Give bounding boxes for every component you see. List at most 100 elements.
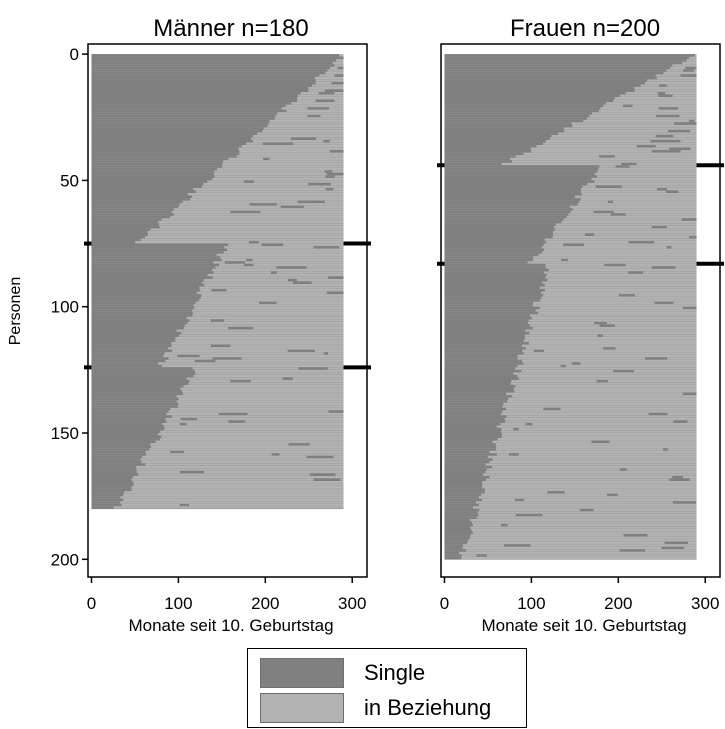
sequence-row-single (444, 364, 518, 368)
sequence-row-single (444, 483, 483, 487)
sequence-row-episode (613, 369, 634, 373)
sequence-row-relationship (91, 503, 344, 507)
sequence-row-relationship (444, 132, 697, 135)
sequence-row-relationship (444, 430, 697, 434)
sequence-row-relationship (444, 455, 697, 459)
sequence-row-single (91, 430, 161, 434)
sequence-row-relationship (444, 481, 697, 484)
sequence-row-relationship (91, 349, 344, 353)
sequence-row-single (444, 440, 493, 444)
sequence-row-single (444, 410, 503, 413)
sequence-row-single (91, 251, 224, 254)
sequence-row-episode (263, 157, 270, 161)
sequence-row-relationship (444, 127, 697, 130)
sequence-row-single (444, 501, 477, 504)
sequence-row-relationship (91, 342, 344, 345)
sequence-row-relationship (91, 382, 344, 386)
sequence-rows (444, 54, 697, 560)
y-tick-label: 100 (51, 298, 79, 317)
sequence-row-single (444, 329, 526, 333)
sequence-row-episode (292, 281, 312, 285)
sequence-row-episode (280, 205, 305, 209)
sequence-row-single (91, 150, 240, 153)
sequence-row-relationship (444, 324, 697, 327)
sequence-row-single (91, 213, 174, 216)
sequence-row-episode (228, 326, 254, 330)
sequence-row-relationship (444, 513, 697, 517)
sequence-row-single (444, 117, 587, 120)
sequence-row-relationship (444, 145, 697, 148)
sequence-row-relationship (444, 301, 697, 305)
sequence-row-single (444, 475, 490, 479)
sequence-row-relationship (444, 433, 697, 436)
sequence-row-episode (230, 210, 261, 214)
sequence-row-relationship (91, 359, 344, 363)
sequence-row-relationship (444, 453, 697, 456)
sequence-row-episode (650, 139, 681, 143)
sequence-row-single (444, 412, 502, 416)
sequence-row-single (91, 415, 172, 418)
sequence-row-relationship (91, 377, 344, 381)
sequence-row-relationship (444, 281, 697, 285)
sequence-row-relationship (91, 182, 344, 186)
sequence-row-single (91, 402, 179, 406)
sequence-row-single (91, 463, 146, 466)
sequence-row-relationship (91, 185, 344, 189)
sequence-row-relationship (444, 458, 697, 461)
sequence-row-relationship (91, 326, 344, 330)
sequence-row-episode (170, 450, 184, 454)
sequence-row-single (444, 402, 504, 406)
sequence-row-episode (513, 427, 519, 431)
sequence-row-relationship (444, 390, 697, 393)
sequence-row-relationship (444, 407, 697, 411)
sequence-row-single (91, 268, 212, 272)
sequence-row-single (91, 241, 136, 244)
sequence-row-relationship (444, 385, 697, 388)
sequence-row-relationship (91, 205, 344, 209)
sequence-row-relationship (91, 367, 344, 370)
sequence-row-episode (324, 170, 333, 173)
sequence-row-episode (560, 364, 566, 368)
sequence-row-episode (525, 422, 533, 426)
sequence-row-single (91, 253, 217, 257)
sequence-row-relationship (91, 276, 344, 279)
sequence-row-single (444, 129, 565, 133)
x-tick-label: 0 (440, 594, 449, 613)
sequence-row-single (444, 185, 583, 189)
sequence-row-single (444, 86, 635, 90)
sequence-row-relationship (444, 147, 697, 151)
sequence-row-single (444, 180, 595, 183)
sequence-row-single (91, 304, 194, 307)
sequence-row-single (91, 200, 183, 204)
sequence-row-relationship (91, 387, 344, 391)
sequence-row-single (444, 99, 614, 103)
sequence-row-single (91, 102, 292, 105)
sequence-row-episode (337, 66, 344, 70)
sequence-row-single (444, 362, 524, 365)
sequence-row-relationship (444, 309, 697, 312)
sequence-row-single (91, 124, 268, 128)
sequence-row-single (444, 218, 564, 221)
sequence-row-single (91, 374, 194, 378)
sequence-row-single (91, 410, 169, 413)
sequence-row-episode (514, 498, 524, 502)
sequence-row-relationship (91, 301, 344, 305)
sequence-row-single (444, 534, 471, 537)
sequence-row-episode (619, 549, 646, 552)
sequence-row-single (91, 165, 222, 168)
sequence-row-single (91, 97, 298, 100)
y-tick-label: 150 (51, 424, 79, 443)
sequence-row-relationship (91, 281, 344, 285)
sequence-row-single (91, 278, 204, 282)
sequence-row-single (444, 114, 590, 118)
sequence-row-episode (287, 349, 315, 353)
sequence-row-relationship (91, 427, 344, 431)
sequence-row-single (91, 448, 150, 451)
sequence-row-episode (318, 91, 335, 95)
sequence-row-episode (599, 155, 615, 158)
sequence-row-single (91, 445, 152, 449)
sequence-row-relationship (91, 241, 344, 244)
sequence-row-single (444, 157, 511, 161)
sequence-row-single (91, 256, 221, 259)
sequence-row-relationship (444, 516, 697, 519)
